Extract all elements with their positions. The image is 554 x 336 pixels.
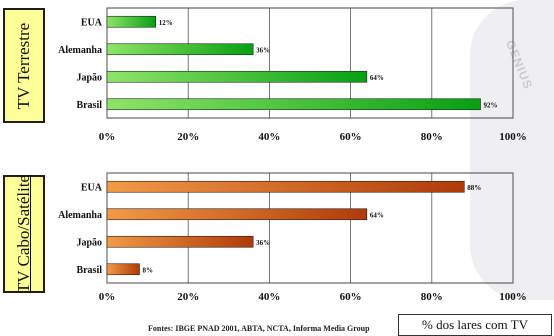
category-label: Brasil <box>76 265 102 276</box>
bar <box>106 235 254 248</box>
x-tick-label: 60% <box>340 131 362 143</box>
category-label: EUA <box>81 182 103 193</box>
value-label: 36% <box>256 239 270 247</box>
category-label: Japão <box>76 72 102 83</box>
category-label: Brasil <box>76 100 102 111</box>
chart-panel-terrestre: 0% 20% 40% 60% 80% 100% EUA 12% Alemanha 36% Japão… <box>58 7 527 143</box>
value-label: 64% <box>370 74 384 82</box>
panel-label-terrestre: TV Terrestre <box>3 8 45 123</box>
value-label: 88% <box>467 184 481 192</box>
legend-box: % dos lares com TV <box>398 314 552 336</box>
category-label: Alemanha <box>58 210 102 221</box>
x-tick-label: 0% <box>99 291 116 303</box>
x-tick-label: 40% <box>258 131 280 143</box>
chart-panel-cabo-satelite: 0% 20% 40% 60% 80% 100% EUA 88% Alemanha 64% Japão… <box>58 172 527 303</box>
bar <box>106 43 254 56</box>
x-tick-label: 40% <box>258 291 280 303</box>
category-label: EUA <box>81 17 103 28</box>
bar <box>106 15 157 28</box>
x-tick-label: 20% <box>177 131 199 143</box>
value-label: 8% <box>142 266 153 274</box>
x-tick-label: 20% <box>177 291 199 303</box>
watermark-background <box>470 0 554 300</box>
bar <box>106 70 368 83</box>
bar <box>106 263 140 276</box>
x-tick-label: 100% <box>499 131 527 143</box>
x-tick-label: 60% <box>340 291 362 303</box>
source-note: Fontes: IBGE PNAD 2001, ABTA, NCTA, Info… <box>148 324 370 333</box>
bar <box>106 180 465 193</box>
bar <box>106 98 481 111</box>
value-label: 64% <box>370 211 384 219</box>
category-label: Alemanha <box>58 45 102 56</box>
category-label: Japão <box>76 237 102 248</box>
panel-label-cabo-satelite: TV Cabo/Satélite <box>3 175 45 293</box>
x-tick-label: 100% <box>499 291 527 303</box>
value-label: 12% <box>159 19 173 27</box>
x-tick-label: 0% <box>99 131 116 143</box>
bar <box>106 208 368 221</box>
value-label: 36% <box>256 46 270 54</box>
x-tick-label: 80% <box>421 131 443 143</box>
x-tick-label: 80% <box>421 291 443 303</box>
value-label: 92% <box>484 101 498 109</box>
